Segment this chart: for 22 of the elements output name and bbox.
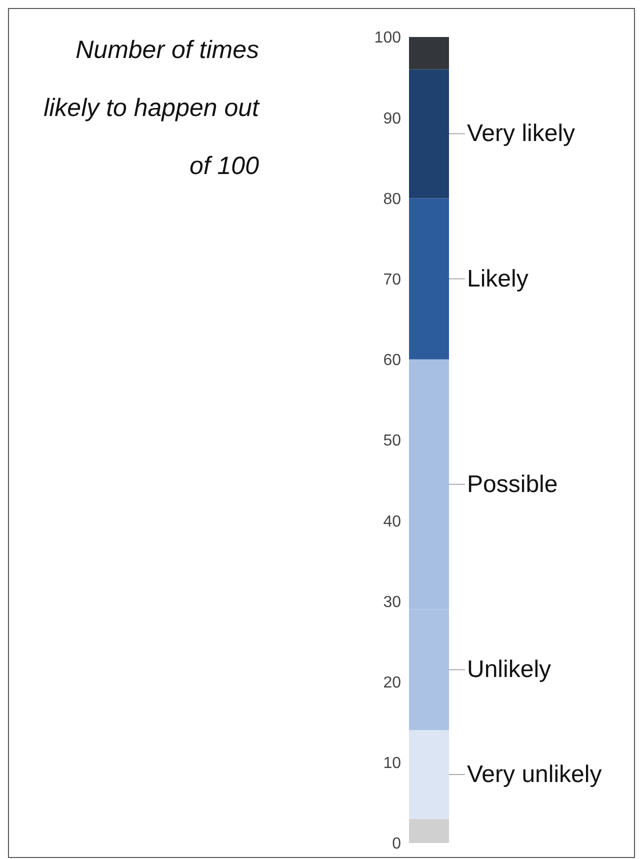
y-tick-label: 40 (383, 513, 402, 530)
series-label: Likely (467, 265, 528, 292)
y-tick-label: 90 (383, 110, 402, 128)
y-tick-label: 50 (383, 432, 402, 450)
series-label: Possible (467, 470, 558, 498)
series-label: Unlikely (467, 656, 552, 684)
y-tick-label: 100 (374, 30, 402, 47)
y-tick-label: 70 (383, 271, 402, 288)
bar (409, 69, 449, 198)
series-label: Very likely (467, 120, 576, 148)
bar (409, 818, 449, 843)
series-label: Very unlikely (467, 760, 602, 788)
y-tick-label: 10 (383, 755, 402, 772)
y-tick-label: 60 (383, 352, 402, 370)
bar (409, 37, 449, 70)
y-tick-label: 30 (383, 594, 402, 611)
bar (409, 730, 449, 819)
y-tick-label: 80 (383, 190, 402, 208)
y-tick-label: 20 (383, 674, 402, 692)
chart-title: Number of times likely to happen out of 100 (44, 36, 259, 180)
y-tick-label: 0 (392, 836, 402, 853)
bar (409, 198, 449, 360)
